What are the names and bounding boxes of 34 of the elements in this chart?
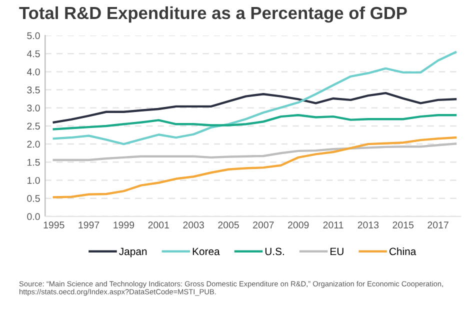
line-series	[52, 136, 457, 198]
legend-label: U.S.	[265, 248, 284, 256]
x-tick-label: 2001	[148, 222, 169, 228]
y-tick-label: 1.0	[27, 176, 40, 184]
y-tick-label: 0.5	[27, 195, 40, 202]
x-tick-label: 1999	[114, 222, 134, 228]
x-tick-label: 1997	[78, 222, 100, 228]
y-tick-label: 4.5	[26, 50, 40, 58]
legend-label: Korea	[192, 248, 220, 256]
y-tick-label: 4.0	[26, 68, 40, 76]
x-tick-label: 1995	[44, 222, 64, 228]
y-tick-label: 5.0	[27, 32, 40, 40]
x-tick-label: 2009	[288, 222, 309, 228]
y-tick-label: 0.0	[27, 213, 40, 220]
line-series	[52, 142, 457, 162]
y-tick-label: 3.0	[27, 104, 40, 112]
chart-title: Total R&D Expenditure as a Percentage of GDP	[19, 6, 407, 23]
y-tick-label: 2.5	[27, 122, 40, 130]
line-series	[52, 114, 457, 130]
x-tick-label: 2007	[253, 222, 274, 228]
x-tick-label: 2011	[323, 222, 344, 228]
line-series	[52, 51, 457, 146]
x-tick-label: 2005	[218, 222, 239, 228]
x-tick-label: 2015	[392, 222, 414, 228]
y-tick-label: 2.0	[27, 140, 40, 148]
x-tick-label: 2003	[183, 222, 204, 228]
legend-label: EU	[330, 248, 344, 256]
line-series	[52, 92, 457, 124]
y-tick-label: 1.5	[27, 158, 40, 166]
legend-label: Japan	[119, 248, 147, 258]
x-tick-label: 2013	[358, 222, 379, 228]
legend-label: China	[389, 247, 416, 256]
x-tick-label: 2017	[428, 222, 448, 228]
y-tick-label: 3.5	[27, 86, 40, 94]
